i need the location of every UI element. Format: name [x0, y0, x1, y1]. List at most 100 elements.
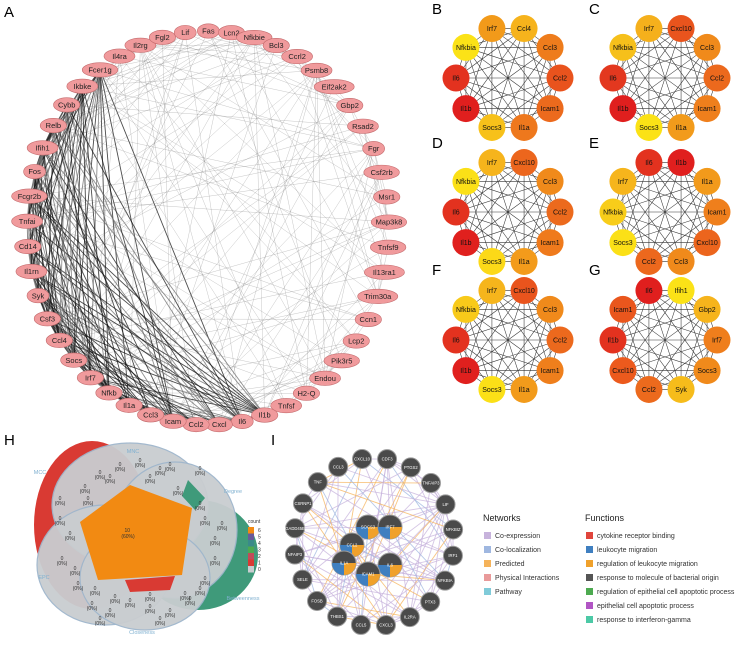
venn-count-label: 0 (0%): [165, 608, 176, 619]
venn-count-label: 0 (0%): [83, 496, 94, 507]
hub-edge: [648, 162, 718, 213]
hub-node-label: Il6: [609, 76, 617, 83]
genemania-edge: [302, 466, 339, 580]
panel-i-legend: Networks Functions Co-expression Co-local…: [483, 513, 735, 624]
venn-count-value: 0: [159, 466, 162, 472]
venn-count-value: 0: [77, 581, 80, 587]
gene-node-label: Socs: [65, 356, 82, 365]
genemania-edge: [317, 481, 431, 484]
gene-node-shape: [115, 397, 143, 413]
hub-node: [609, 95, 637, 123]
hub-edge: [455, 47, 551, 79]
panel-letter-b: B: [432, 1, 442, 18]
hub-edge: [612, 77, 708, 109]
hub-node-label: Icam1: [707, 210, 726, 217]
network-edge: [34, 171, 220, 425]
network-edge: [316, 70, 385, 273]
genemania-edge: [302, 458, 363, 504]
network-edge: [195, 148, 374, 425]
hub-node-label: Socs3: [482, 125, 502, 132]
hub-node-label: Irf7: [487, 288, 497, 295]
gene-node-shape: [370, 239, 407, 255]
hub-edge: [455, 290, 525, 341]
gene-node: Csf3: [33, 311, 61, 327]
venn-count-pct: (0%): [180, 596, 191, 602]
network-edge: [27, 32, 186, 247]
hub-edge: [465, 181, 551, 243]
hub-node-label: Il1a: [518, 125, 529, 132]
function-wedge: [390, 565, 402, 577]
legend-color-step: [248, 540, 254, 547]
genemania-node-shape: [284, 544, 305, 565]
hub-node: [667, 375, 695, 403]
network-edge: [42, 147, 75, 361]
panel-letter-c: C: [589, 1, 600, 18]
genemania-node-shape: [435, 570, 456, 591]
hub-node-label: Il6: [645, 288, 653, 295]
hub-node-label: Nfkbia: [456, 179, 476, 186]
genemania-edge: [294, 528, 318, 602]
genemania-node-shape: [420, 591, 441, 612]
network-legend-swatch: [484, 532, 491, 539]
hub-edge: [622, 211, 718, 243]
network-edge: [31, 86, 83, 272]
hub-panel-f: Irf7 Cxcl10 Ccl3 Ccl2 Icam1 Il1a Socs3 Il1b Il6 N…: [442, 277, 574, 403]
hub-edge: [465, 309, 551, 371]
venn-count-value: 0: [87, 496, 90, 502]
legend-tick-label: 3: [258, 548, 261, 554]
hub-edge: [465, 181, 561, 213]
gene-node: Icam: [159, 413, 187, 429]
hub-edge: [455, 211, 525, 262]
hub-node: [452, 167, 480, 195]
gene-node-shape: [173, 25, 197, 41]
hub-node-label: Il1b: [460, 106, 471, 113]
network-edge: [66, 104, 91, 378]
hub-edge: [648, 339, 718, 390]
genemania-node-label: THBS1: [330, 614, 344, 619]
gene-node-label: Lcp2: [348, 337, 364, 346]
venn-count-value: 0: [109, 608, 112, 614]
legend-tick-label: 5: [258, 535, 261, 541]
venn-count-value: 0: [204, 516, 207, 522]
function-wedge: [352, 545, 364, 557]
gene-node: Il2rg: [124, 37, 157, 53]
network-edge: [90, 377, 243, 422]
genemania-node: FOSB: [307, 590, 328, 611]
genemania-node: CSRNP1: [292, 493, 313, 514]
network-edge: [119, 56, 357, 342]
genemania-node: CXCL10: [352, 448, 373, 469]
hub-node-label: Ccl3: [543, 45, 557, 52]
venn-count-label: 0 (0%): [185, 596, 196, 607]
hub-node-label: Ccl4: [517, 26, 531, 33]
network-edge: [73, 86, 83, 361]
venn-count-pct: (0%): [165, 467, 176, 473]
network-edge: [150, 45, 277, 415]
venn-count-label: 0 (0%): [217, 521, 228, 532]
network-legend-label: Predicted: [495, 561, 525, 568]
hub-edge: [465, 162, 493, 243]
venn-count-pct: (0%): [195, 471, 206, 477]
hub-edge: [648, 28, 718, 79]
network-edge: [26, 220, 265, 416]
gene-node-label: Fgl2: [155, 33, 170, 42]
network-legend-label: Co-expression: [495, 533, 540, 540]
functions-title: Functions: [585, 513, 625, 523]
network-edge: [316, 70, 326, 379]
venn-count-value: 0: [204, 576, 207, 582]
hub-edge: [622, 339, 718, 371]
network-edge: [108, 70, 317, 393]
genemania-node-shape: [435, 494, 456, 515]
function-legend-swatch: [586, 574, 593, 581]
gene-node: Irf7: [76, 370, 104, 386]
network-edge: [208, 30, 342, 361]
hub-edge: [612, 211, 682, 262]
venn-count-label: 0 (0%): [195, 501, 206, 512]
genemania-node-label: CCL2: [347, 543, 358, 548]
function-legend-label: response to molecule of bacterial origin: [597, 575, 719, 582]
hub-node-label: Icam1: [698, 106, 717, 113]
venn-count-pct: (0%): [95, 621, 106, 627]
genemania-node-label: SOCS3: [361, 525, 376, 530]
network-edge: [73, 221, 389, 361]
gene-node: Socs: [60, 352, 88, 368]
